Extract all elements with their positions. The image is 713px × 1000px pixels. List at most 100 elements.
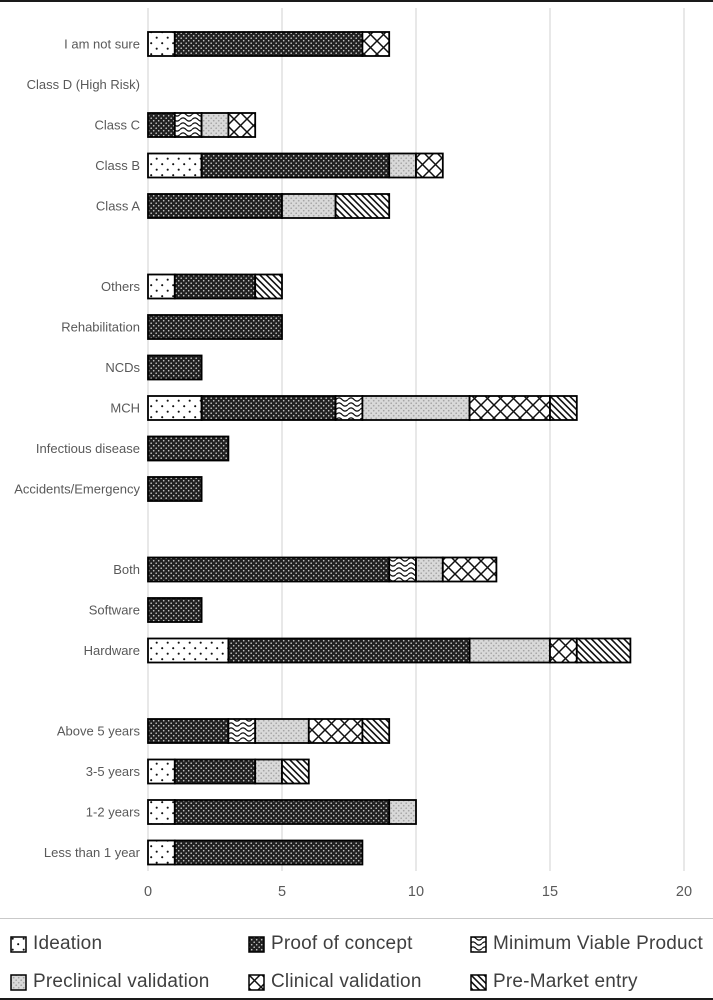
bar-segment-ideation [147,637,230,664]
bar-segment-premarket [281,758,310,785]
bar-row [147,314,283,340]
bar-segment-poc [200,152,391,179]
bar-segment-poc [173,758,257,785]
category-label: Hardware [84,643,140,658]
legend-item-pre-market-entry: Pre-Market entry [470,971,713,993]
category-label: Less than 1 year [44,845,141,860]
bar-segment-poc [147,435,230,462]
preclinical-validation-pattern-swatch-icon [10,973,27,991]
category-label: Class D (High Risk) [27,77,140,92]
bar-segment-ideation [147,31,176,57]
bar-segment-mvp [227,718,257,744]
bar-segment-ideation [147,799,176,825]
figure-top-border [0,0,713,2]
bar-segment-premarket [334,193,391,219]
legend-item-minimum-viable-product: Minimum Viable Product [470,933,713,955]
bar-segment-preclinical [415,556,444,583]
legend-item-clinical-validation: Clinical validation [248,971,470,993]
category-label: 3-5 years [86,764,141,779]
bar-segment-poc [200,395,337,421]
bar-segment-preclinical [281,193,337,219]
bar-segment-ideation [147,152,203,179]
minimum-viable-product-pattern-swatch-icon [470,935,487,953]
bar-segment-preclinical [388,799,417,825]
category-label: I am not sure [64,37,140,52]
legend-label: Pre-Market entry [493,971,638,992]
chart-legend: Ideation Proof of concept Minimum Viable… [0,918,713,998]
category-label: Infectious disease [36,441,140,456]
x-tick-label: 10 [408,884,424,900]
category-label: MCH [110,401,140,416]
legend-label: Minimum Viable Product [493,933,703,954]
bar-segment-poc [173,839,364,866]
category-label: 1-2 years [86,805,141,820]
bar-row [147,273,283,300]
bar-segment-poc [173,799,391,825]
bar-segment-preclinical [200,112,230,138]
bar-segment-poc [227,637,471,664]
bar-segment-ideation [147,758,176,785]
bar-segment-clinical [468,395,551,421]
ideation-pattern-swatch-icon [10,935,27,953]
category-label: Class A [96,199,140,214]
x-tick-label: 15 [542,884,558,900]
category-label: Class B [95,158,140,173]
bar-segment-poc [147,718,230,744]
category-label: Software [89,603,140,618]
bar-segment-ideation [147,839,176,866]
bar-row [147,152,444,179]
bar-segment-poc [173,31,364,57]
bar-segment-poc [173,273,257,300]
bar-segment-ideation [147,273,176,300]
bar-segment-preclinical [388,152,417,179]
bar-row [147,193,391,219]
bar-segment-poc [147,112,176,138]
bar-segment-premarket [549,395,578,421]
legend-item-preclinical-validation: Preclinical validation [10,971,248,993]
category-label: Others [101,279,141,294]
proof-of-concept-pattern-swatch-icon [248,935,265,953]
category-label: NCDs [105,360,140,375]
bar-segment-poc [147,354,203,381]
bar-row [147,112,257,138]
bar-row [147,476,203,502]
bar-segment-preclinical [254,758,283,785]
bar-segment-preclinical [468,637,551,664]
bar-segment-mvp [388,556,417,583]
bar-segment-mvp [173,112,203,138]
bar-segment-mvp [334,395,364,421]
bar-segment-ideation [147,395,203,421]
bar-segment-clinical [227,112,257,138]
bar-row [147,597,203,623]
bar-row [147,556,498,583]
bar-segment-clinical [549,637,578,664]
bar-segment-poc [147,597,203,623]
legend-label: Clinical validation [271,971,422,992]
bar-segment-premarket [361,718,391,744]
x-axis: 0 5 10 15 20 [144,884,692,900]
bar-row [147,758,310,785]
bar-row [147,799,417,825]
bars: I am not sure Class D (High Risk) Class C C… [14,31,632,866]
bar-row [147,31,391,57]
legend-label: Proof of concept [271,933,413,954]
legend-label: Preclinical validation [33,971,210,992]
category-label: Rehabilitation [61,320,140,335]
bar-segment-poc [147,193,283,219]
bar-segment-clinical [361,31,391,57]
pre-market-entry-pattern-swatch-icon [470,973,487,991]
bar-segment-clinical [307,718,364,744]
x-tick-label: 20 [676,884,692,900]
legend-item-proof-of-concept: Proof of concept [248,933,470,955]
bar-row [147,637,632,664]
bar-row [147,435,230,462]
stacked-bar-chart: I am not sure Class D (High Risk) Class C C… [14,8,692,900]
bar-segment-premarket [254,273,283,300]
category-label: Accidents/Emergency [14,482,140,497]
category-label: Both [113,562,140,577]
bar-segment-clinical [441,556,498,583]
bar-row [147,395,578,421]
category-label: Class C [94,118,140,133]
bar-segment-preclinical [254,718,310,744]
